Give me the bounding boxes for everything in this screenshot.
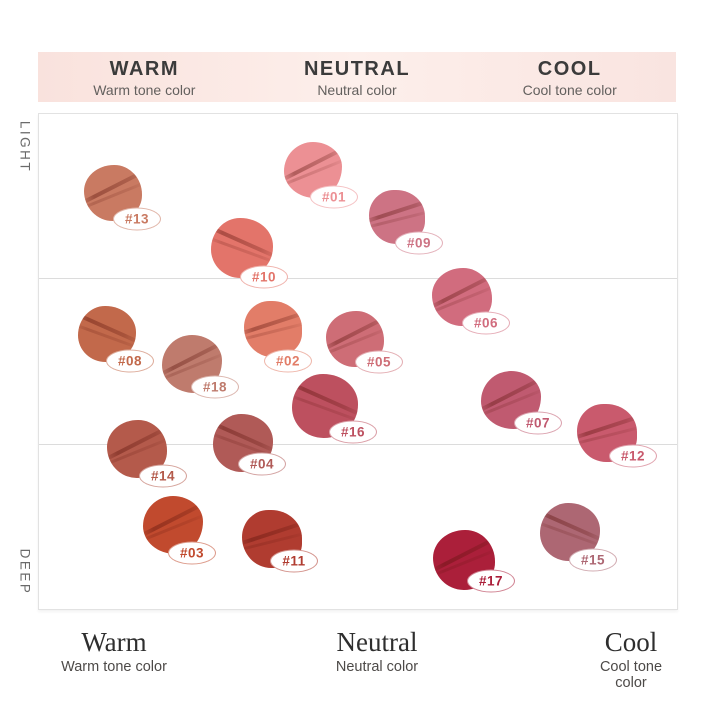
swatch-number-tag-08: #08 (106, 349, 154, 373)
footer-neutral: Neutral Neutral color (335, 627, 419, 676)
swatch-number-tag-05: #05 (355, 350, 403, 374)
footer-neutral-subtitle: Neutral color (335, 659, 419, 676)
swatch-number-tag-06: #06 (462, 311, 510, 335)
footer-warm: Warm Warm tone color (61, 627, 167, 676)
neutral-header-subtitle: Neutral color (317, 81, 397, 98)
tone-header-cool: COOL Cool tone color (463, 52, 676, 102)
y-axis-label-deep: DEEP (17, 548, 33, 596)
swatch-number-tag-03: #03 (168, 541, 216, 565)
footer-warm-title: Warm (81, 627, 147, 657)
swatch-number-tag-07: #07 (514, 411, 562, 435)
swatch-number-tag-11: #11 (270, 549, 318, 573)
swatch-02 (244, 301, 302, 357)
swatch-number-tag-14: #14 (139, 464, 187, 488)
footer-cool: Cool Cool tone color (585, 627, 677, 692)
neutral-header-title: NEUTRAL (303, 57, 411, 80)
footer-neutral-title: Neutral (336, 627, 418, 657)
tone-header-warm: WARM Warm tone color (38, 52, 251, 102)
swatch-number-tag-02: #02 (264, 349, 312, 373)
warm-header-title: WARM (109, 57, 179, 80)
warm-header-subtitle: Warm tone color (93, 81, 196, 98)
cool-header-title: COOL (537, 57, 602, 80)
swatch-number-tag-10: #10 (240, 265, 288, 289)
y-axis-label-light: LIGHT (17, 120, 33, 174)
swatch-number-tag-16: #16 (329, 420, 377, 444)
footer-cool-title: Cool (604, 627, 658, 657)
row-divider-medium-deep (39, 444, 677, 445)
swatch-number-tag-15: #15 (569, 548, 617, 572)
swatch-number-tag-18: #18 (191, 375, 239, 399)
tone-header-bar: WARM Warm tone color NEUTRAL Neutral col… (38, 52, 676, 102)
tone-header-neutral: NEUTRAL Neutral color (251, 52, 464, 102)
cool-header-subtitle: Cool tone color (522, 81, 617, 98)
footer-cool-subtitle: Cool tone color (599, 659, 663, 692)
swatch-number-tag-09: #09 (395, 231, 443, 255)
swatch-number-tag-01: #01 (310, 185, 358, 209)
swatch-number-tag-12: #12 (609, 444, 657, 468)
swatch-number-tag-13: #13 (113, 207, 161, 231)
row-divider-light-medium (39, 278, 677, 279)
swatch-number-tag-04: #04 (238, 452, 286, 476)
swatch-number-tag-17: #17 (467, 569, 515, 593)
footer-warm-subtitle: Warm tone color (61, 659, 167, 676)
